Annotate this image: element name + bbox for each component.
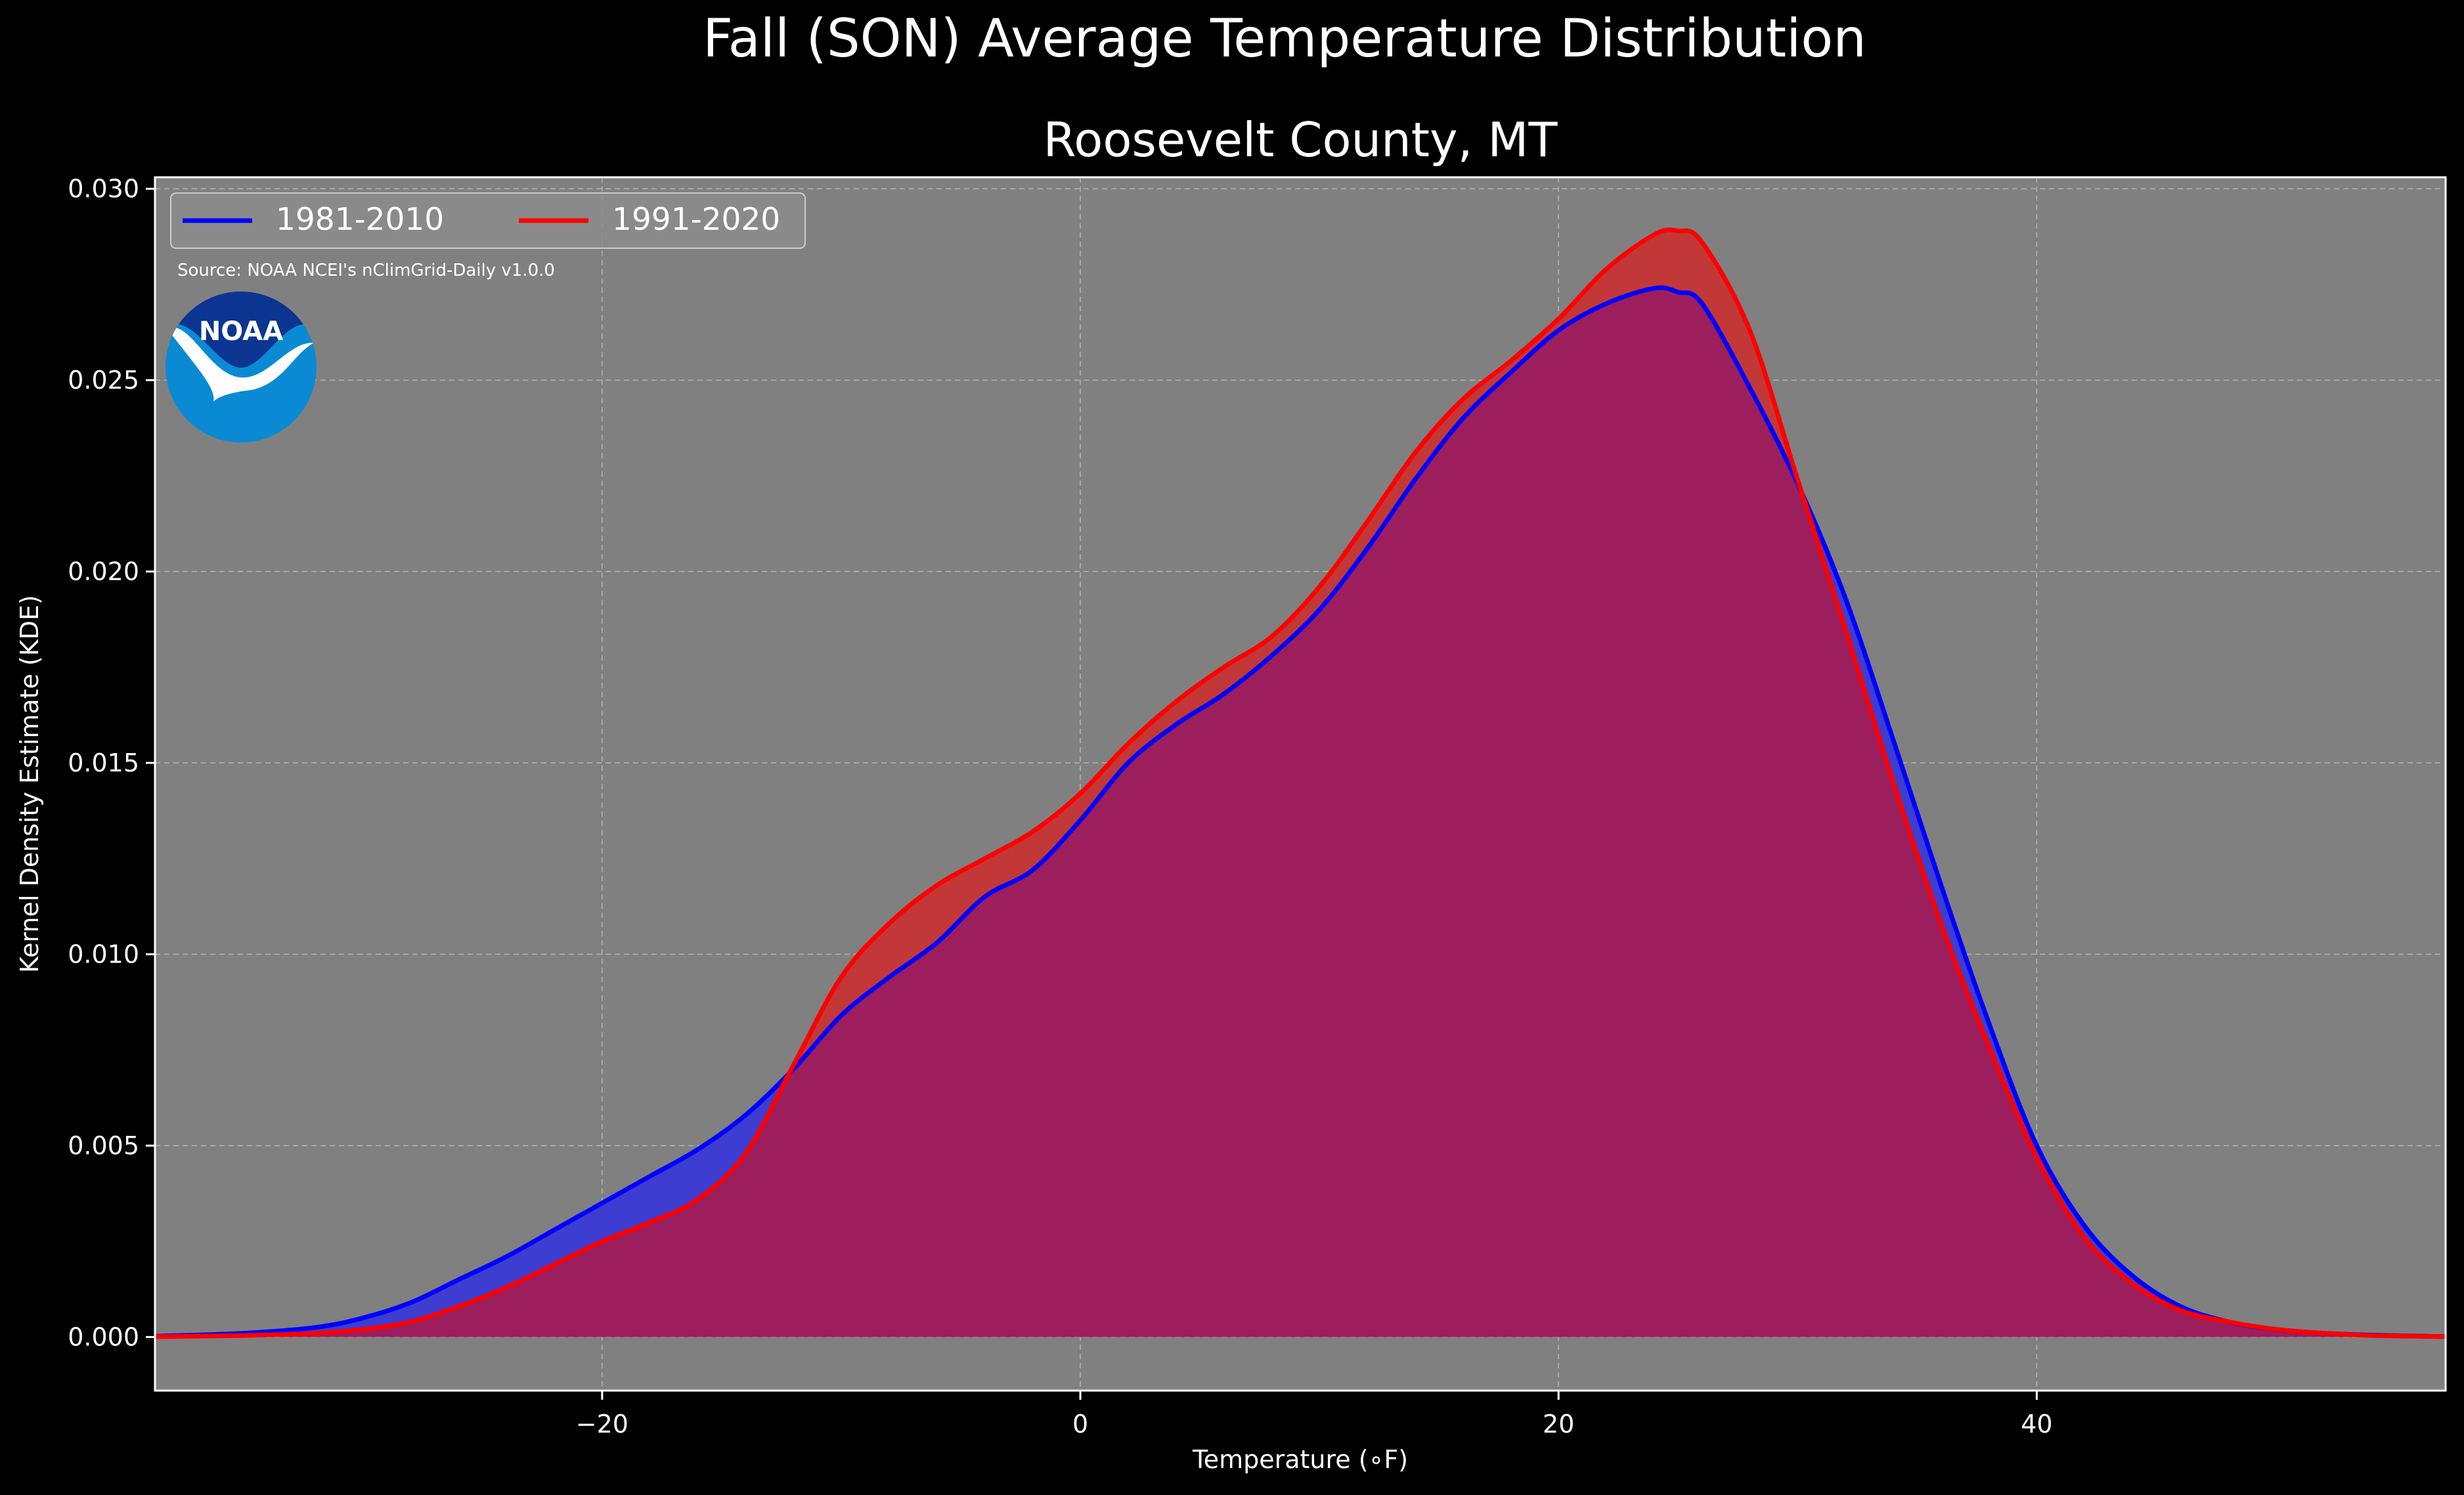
- source-note: Source: NOAA NCEI's nClimGrid-Daily v1.0…: [177, 261, 555, 280]
- line-1991-2020: [155, 227, 2446, 1339]
- x-tick-label: 0: [1072, 1410, 1088, 1439]
- axis-ticks: −20 0 20 40 0.000 0.005 0.010 0.015 0.020 0.025 0.…: [68, 174, 2052, 1439]
- legend-label-1981-2010: 1981-2010: [276, 202, 444, 238]
- legend: 1981-2010 1991-2020: [170, 192, 806, 249]
- y-tick-label: 0.010: [68, 940, 139, 968]
- noaa-logo-text: NOAA: [199, 316, 283, 347]
- y-tick-label: 0.000: [68, 1322, 139, 1351]
- x-tick-label: 40: [2021, 1410, 2052, 1439]
- area-overlap: [155, 288, 2446, 1337]
- y-tick-label: 0.030: [68, 174, 139, 203]
- y-tick-label: 0.015: [68, 748, 139, 777]
- x-axis-label: Temperature (∘F): [1192, 1445, 1408, 1474]
- kde-lines: [155, 227, 2446, 1339]
- y-axis-label: Kernel Density Estimate (KDE): [15, 595, 44, 973]
- figure-suptitle: Fall (SON) Average Temperature Distribut…: [703, 8, 1866, 69]
- noaa-logo-bird-icon: [167, 327, 314, 402]
- kde-areas: [155, 230, 2446, 1337]
- legend-label-1991-2020: 1991-2020: [612, 202, 780, 238]
- legend-box: [170, 192, 806, 249]
- y-tick-label: 0.020: [68, 557, 139, 586]
- y-tick-label: 0.025: [68, 366, 139, 395]
- chart-title: Roosevelt County, MT: [1043, 112, 1558, 167]
- x-tick-label: −20: [576, 1410, 628, 1439]
- line-1981-2010: [155, 285, 2446, 1339]
- x-tick-label: 20: [1543, 1410, 1574, 1439]
- plot-frame: [154, 176, 2447, 1392]
- y-tick-label: 0.005: [68, 1131, 139, 1160]
